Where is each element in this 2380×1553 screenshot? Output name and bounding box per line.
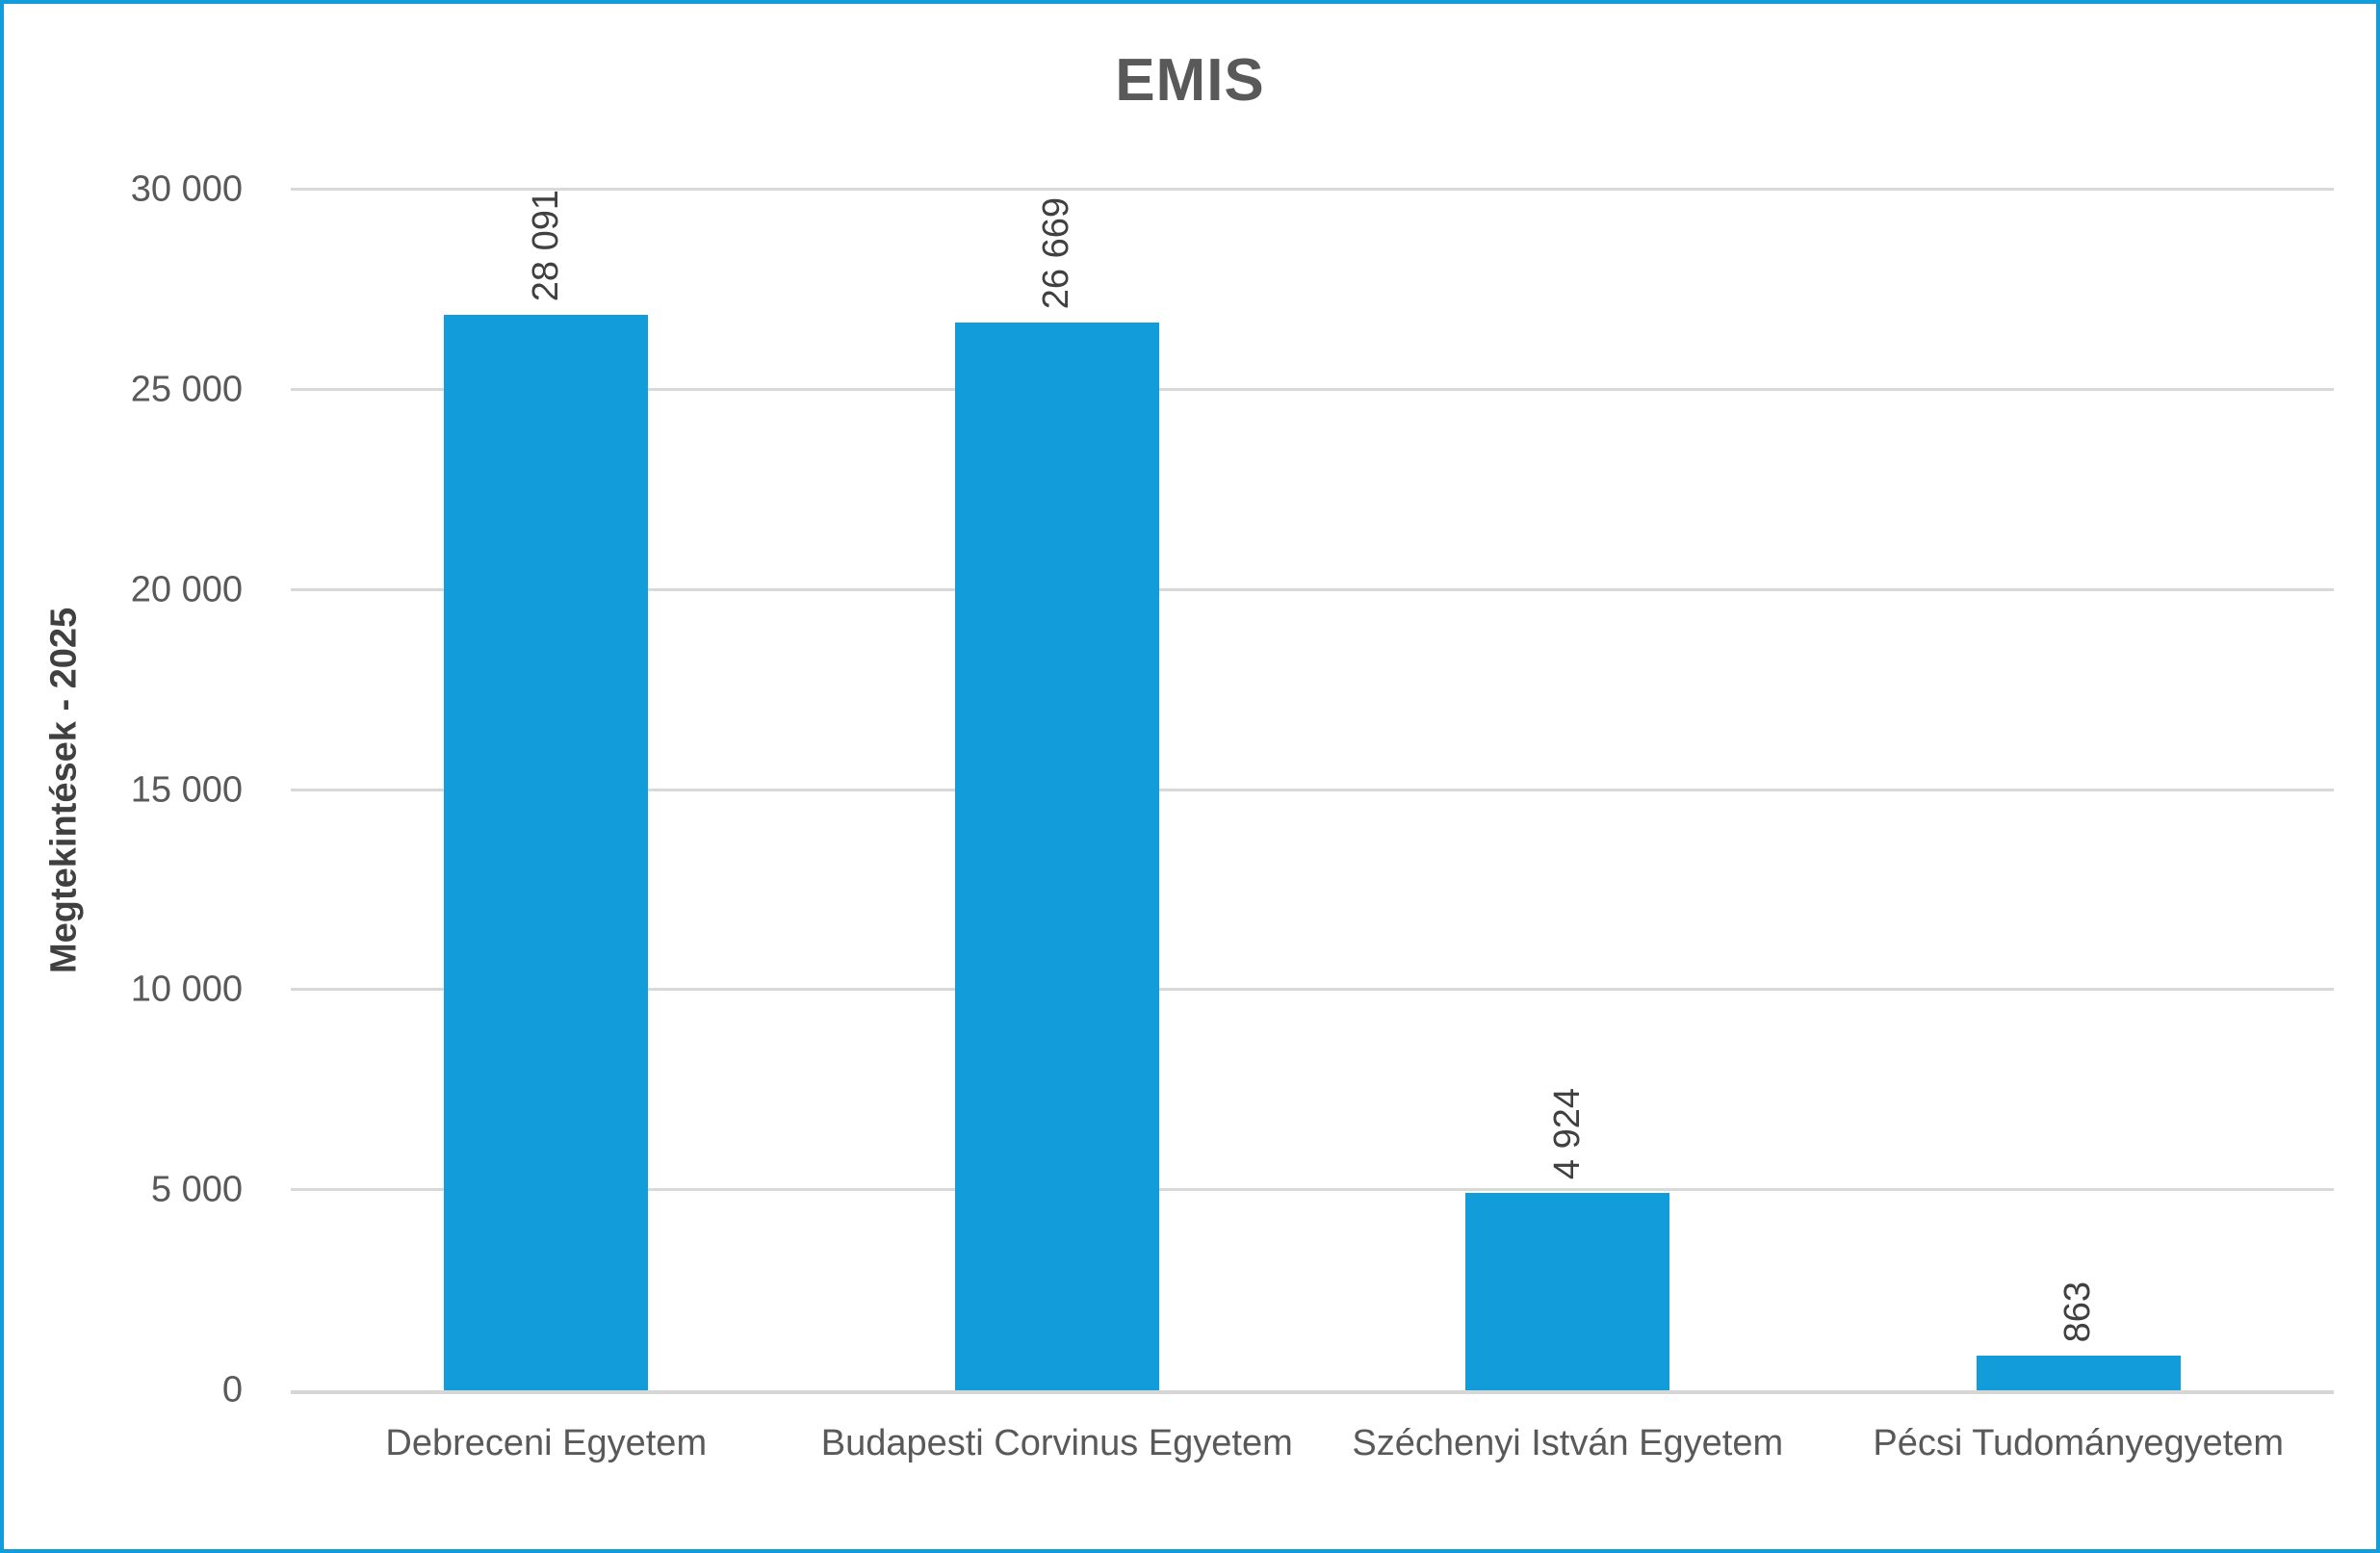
bar-columns: 28 091 26 669 4 924 863: [291, 190, 2334, 1390]
y-tick-label: 30 000: [130, 168, 243, 210]
category-label-text: Pécsi Tudományegyetem: [1873, 1423, 2285, 1463]
chart-title: EMIS: [1115, 47, 1265, 114]
gridline: [291, 387, 2334, 391]
bar-group: 28 091: [291, 190, 802, 1390]
bar: [1976, 1356, 2181, 1390]
bar-value-label: 28 091: [525, 190, 566, 302]
y-tick-label: 10 000: [130, 969, 243, 1010]
bar: [954, 323, 1159, 1390]
bar: [444, 315, 649, 1390]
gridline: [291, 587, 2334, 591]
plot-area: 28 091 26 669 4 924 863: [291, 188, 2334, 1394]
gridline: [291, 188, 2334, 191]
gridline: [291, 988, 2334, 992]
bar-group: 863: [1824, 190, 2335, 1390]
bar: [1465, 1193, 1670, 1390]
y-tick-label: 15 000: [130, 769, 243, 810]
category-label-text: Budapesti Corvinus Egyetem: [820, 1423, 1293, 1463]
gridline: [291, 1188, 2334, 1192]
category-label-text: Széchenyi István Egyetem: [1352, 1423, 1784, 1463]
y-tick-label: 0: [221, 1369, 243, 1411]
category-label: Debreceni Egyetem: [291, 1419, 802, 1468]
x-axis-category-labels: Debreceni Egyetem Budapesti Corvinus Egye…: [291, 1419, 2334, 1468]
y-tick-label: 20 000: [130, 569, 243, 610]
category-label: Budapesti Corvinus Egyetem: [802, 1419, 1313, 1468]
y-tick-label: 5 000: [150, 1169, 243, 1210]
bar-value-label: 26 669: [1036, 197, 1077, 310]
bar-group: 26 669: [802, 190, 1313, 1390]
y-axis-tick-labels: 0 5 000 10 000 15 000 20 000 25 000 30 000: [4, 169, 256, 1411]
gridline: [291, 788, 2334, 791]
category-label: Széchenyi István Egyetem: [1312, 1419, 1824, 1468]
y-tick-label: 25 000: [130, 369, 243, 410]
bar-value-label: 4 924: [1546, 1088, 1588, 1180]
category-label-text: Debreceni Egyetem: [385, 1423, 708, 1463]
bar-value-label: 863: [2057, 1281, 2099, 1343]
bar-group: 4 924: [1312, 190, 1824, 1390]
category-label: Pécsi Tudományegyetem: [1824, 1419, 2335, 1468]
